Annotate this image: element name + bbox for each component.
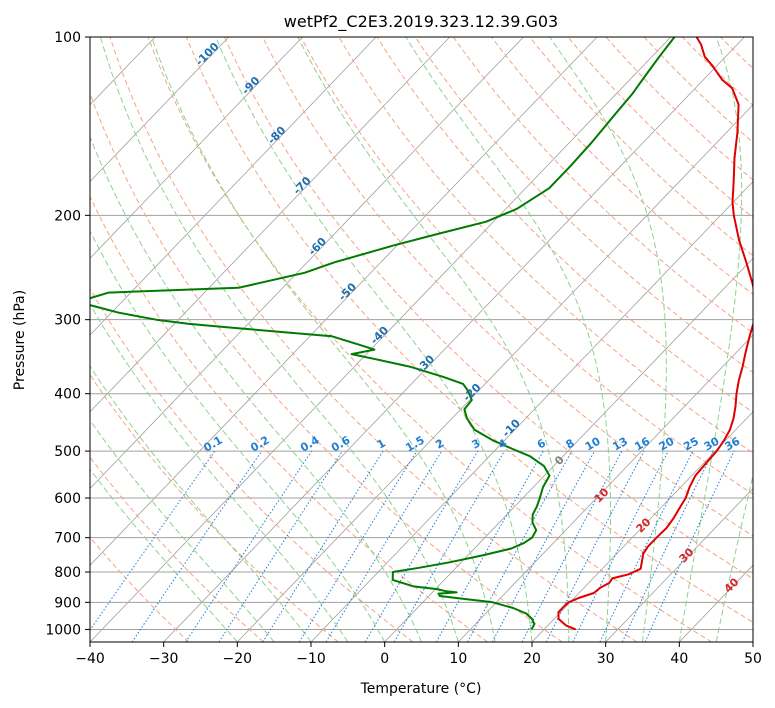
series-layer xyxy=(90,37,753,631)
mixing-ratio-line xyxy=(90,450,216,632)
chart-title: wetPf2_C2E3.2019.323.12.39.G03 xyxy=(284,12,558,32)
grid-layer xyxy=(90,37,753,642)
mixing-ratio-line xyxy=(599,450,694,642)
dry-adiabat-line xyxy=(90,195,488,642)
x-tick-label: −30 xyxy=(149,651,179,667)
moist-adiabat-line xyxy=(549,37,667,642)
isotherm-line xyxy=(90,37,303,259)
dry-adiabat-line xyxy=(262,37,753,537)
x-tick-label: 40 xyxy=(670,651,688,667)
dry-adiabat-line xyxy=(90,287,414,642)
isotherm-line xyxy=(90,37,672,642)
x-tick-label: 50 xyxy=(744,651,762,667)
mixing-ratio-line xyxy=(491,450,595,642)
x-tick-label: 30 xyxy=(597,651,615,667)
mixing-ratio-line xyxy=(545,450,645,642)
mixing-ratio-line xyxy=(572,450,669,642)
mixing-ratio-line xyxy=(325,450,443,642)
isotherm-line xyxy=(531,411,753,642)
dry-adiabat-line xyxy=(90,536,190,642)
moist-adiabat-line xyxy=(90,365,312,642)
mixing-ratio-line xyxy=(131,450,263,642)
y-tick-label: 300 xyxy=(54,313,81,329)
y-tick-label: 900 xyxy=(54,595,81,611)
moist-adiabat-line xyxy=(90,468,238,642)
moist-adiabat-line xyxy=(99,37,459,642)
moist-adiabat-line xyxy=(215,37,533,642)
x-tick-label: −10 xyxy=(296,651,326,667)
dry-adiabat-line xyxy=(185,37,753,623)
isotherm-line xyxy=(90,37,598,566)
dry-adiabat-line xyxy=(338,37,753,454)
dewpoint-line xyxy=(90,37,676,630)
y-tick-label: 100 xyxy=(54,30,81,46)
mixing-ratio-line xyxy=(298,450,418,642)
moist-adiabat-line xyxy=(715,473,753,642)
y-tick-label: 1000 xyxy=(45,622,81,638)
x-tick-label: 20 xyxy=(523,651,541,667)
moist-adiabat-line xyxy=(90,419,275,642)
y-tick-label: 800 xyxy=(54,565,81,581)
y-axis-label: Pressure (hPa) xyxy=(12,290,28,390)
temperature-line xyxy=(557,37,753,631)
mixing-ratio-line xyxy=(218,450,343,642)
mixing-ratio-line xyxy=(644,450,735,642)
dry-adiabat-line xyxy=(147,37,712,642)
axes-layer: −40 −30 −20 −10 0 10 20 30 40 50 100 200 300 400 500 60… xyxy=(45,30,762,667)
x-tick-label: 0 xyxy=(380,651,389,667)
isotherm-line xyxy=(90,37,377,336)
dry-adiabat-line xyxy=(452,37,753,334)
mixing-ratio-line xyxy=(521,450,623,642)
moist-adiabat-line xyxy=(151,37,496,642)
y-tick-label: 200 xyxy=(54,208,81,224)
mixing-ratio-line xyxy=(621,450,714,642)
plot-area xyxy=(90,37,753,642)
moist-adiabat-line xyxy=(90,135,422,642)
y-tick-label: 400 xyxy=(54,387,81,403)
isotherm-line xyxy=(605,487,753,642)
x-tick-label: 10 xyxy=(449,651,467,667)
isotherm-line xyxy=(237,104,753,642)
dry-adiabat-line xyxy=(224,37,753,580)
moist-adiabat-line xyxy=(90,303,349,642)
plot-frame xyxy=(89,36,754,643)
isotherm-line xyxy=(163,37,745,642)
x-tick-label: −40 xyxy=(75,651,105,667)
mixing-ratio-line xyxy=(185,450,313,642)
moist-adiabat-line xyxy=(405,37,611,642)
y-tick-label: 600 xyxy=(54,491,81,507)
y-tick-label: 700 xyxy=(54,531,81,547)
isotherm-line xyxy=(90,37,230,183)
mixing-ratio-line xyxy=(262,450,384,642)
dry-adiabat-line xyxy=(90,92,563,642)
mixing-ratio-line xyxy=(467,450,573,642)
dry-adiabat-line xyxy=(376,37,753,413)
isotherm-line xyxy=(90,37,524,490)
isotherm-line xyxy=(90,37,451,413)
y-tick-label: 500 xyxy=(54,444,81,460)
mixing-ratio-line xyxy=(435,450,544,642)
moist-adiabat-line xyxy=(90,229,386,642)
x-axis-label: Temperature (°C) xyxy=(360,681,482,697)
moist-adiabat-line xyxy=(678,37,743,642)
moist-adiabat-line xyxy=(297,37,570,642)
x-tick-label: −20 xyxy=(223,651,253,667)
isotherm-line xyxy=(384,257,753,642)
